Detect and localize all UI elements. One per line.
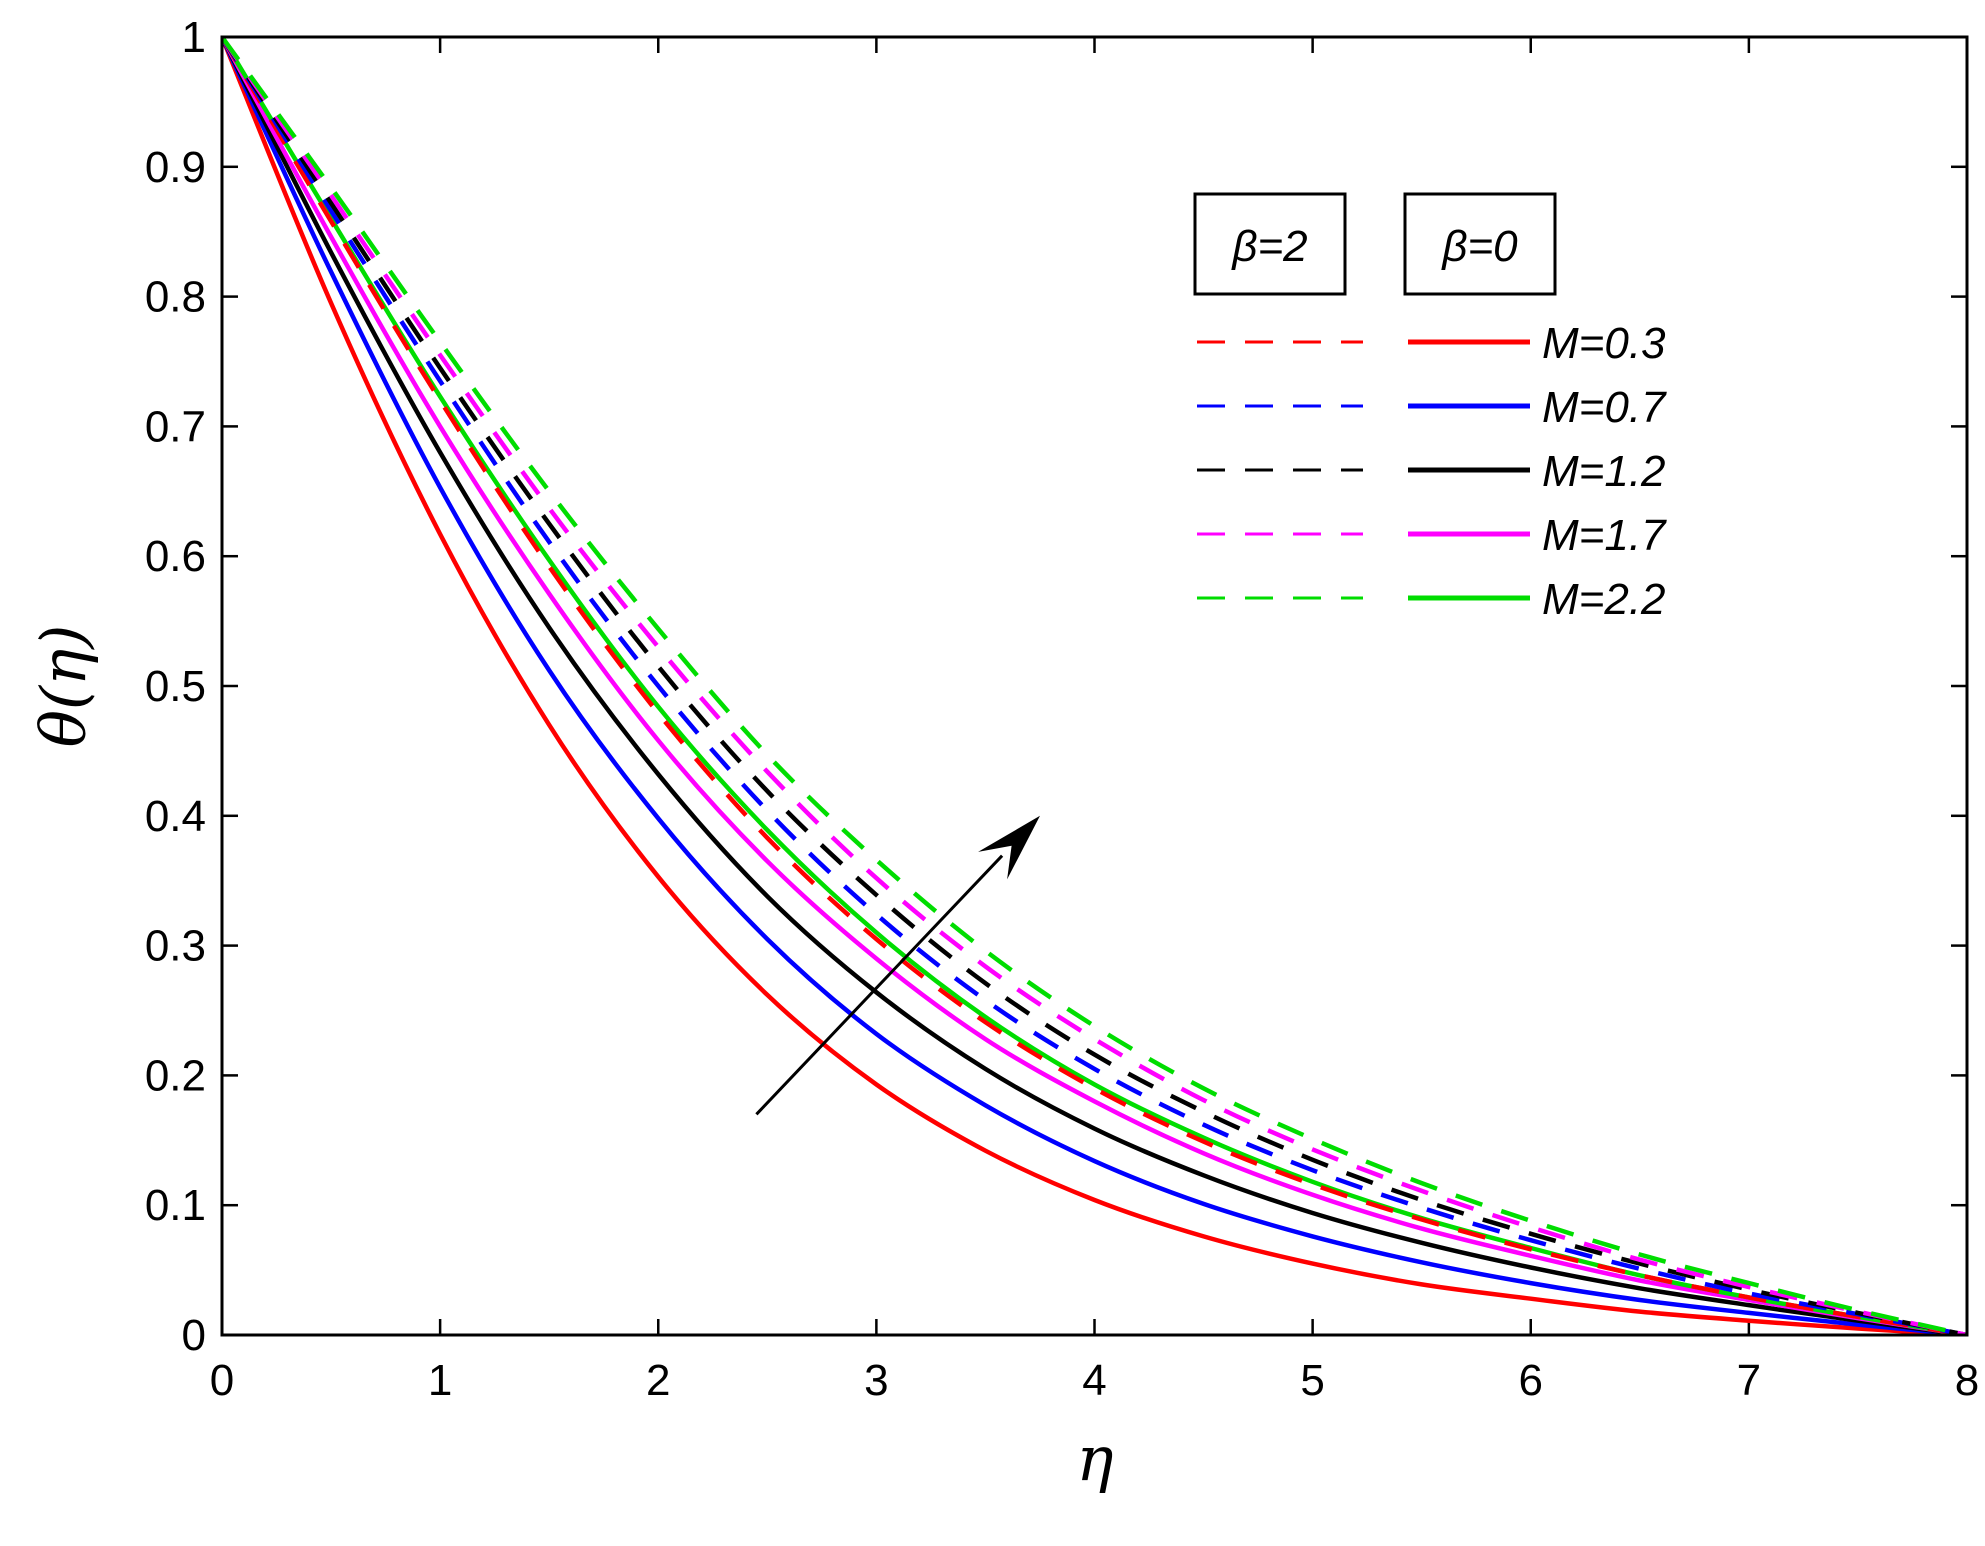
y-tick-label: 1	[182, 13, 206, 62]
x-tick-label: 3	[864, 1356, 888, 1405]
y-tick-label: 0	[182, 1311, 206, 1360]
x-tick-label: 2	[646, 1356, 670, 1405]
x-axis-label: η	[1076, 1422, 1113, 1495]
series-line-beta0-m-1-2	[222, 37, 1967, 1335]
y-tick-label: 0.7	[145, 402, 206, 451]
legend-label-m-0-3: M=0.3	[1542, 319, 1666, 368]
y-tick-label: 0.1	[145, 1181, 206, 1230]
y-tick-label: 0.6	[145, 532, 206, 581]
legend-label-m-2-2: M=2.2	[1542, 575, 1666, 624]
series-line-beta2-m-2-2	[222, 37, 1967, 1335]
legend-group-header-beta2: β=2	[1230, 222, 1307, 271]
legend-label-m-1-2: M=1.2	[1542, 447, 1666, 496]
legend-label-m-1-7: M=1.7	[1542, 511, 1667, 560]
legend-group-box-beta0	[1403, 192, 1557, 296]
legend-label-m-0-7: M=0.7	[1542, 383, 1667, 432]
series-line-beta0-m-2-2	[222, 37, 1967, 1335]
annotation-arrow-shaft	[755, 854, 1004, 1116]
x-tick-label: 8	[1955, 1356, 1979, 1405]
y-tick-label: 0.3	[145, 922, 206, 971]
x-tick-label: 0	[210, 1356, 234, 1405]
plot-frame	[220, 35, 1969, 1337]
series-line-beta2-m-1-7	[222, 37, 1967, 1335]
x-tick-label: 5	[1300, 1356, 1324, 1405]
x-tick-label: 4	[1082, 1356, 1106, 1405]
legend: β=2 β=0 M=0.3 M=0.7 M=1.2 M=1.7 M=2.2	[1193, 192, 1667, 624]
legend-group-header-beta0: β=0	[1440, 222, 1518, 271]
y-tick-label: 0.4	[145, 792, 206, 841]
series-line-beta2-m-0-7	[222, 37, 1967, 1335]
x-tick-label: 1	[428, 1356, 452, 1405]
series-line-beta0-m-1-7	[222, 37, 1967, 1335]
x-tick-label: 6	[1519, 1356, 1543, 1405]
series-line-beta0-m-0-3	[222, 37, 1967, 1335]
legend-group-box-beta2	[1193, 192, 1347, 296]
y-tick-label: 0.5	[145, 662, 206, 711]
y-axis-label: θ(η)	[27, 625, 100, 748]
y-tick-label: 0.8	[145, 273, 206, 322]
y-tick-label: 0.2	[145, 1051, 206, 1100]
series-line-beta2-m-1-2	[222, 37, 1967, 1335]
x-tick-label: 7	[1737, 1356, 1761, 1405]
annotation-arrow-head	[978, 815, 1040, 880]
series-line-beta0-m-0-7	[222, 37, 1967, 1335]
y-tick-label: 0.9	[145, 143, 206, 192]
